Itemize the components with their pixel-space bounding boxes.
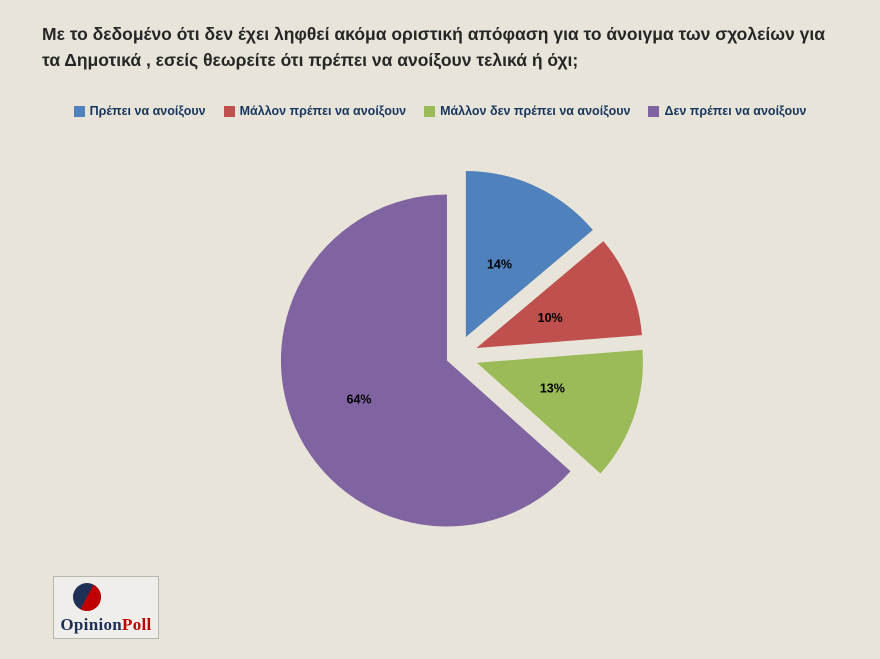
legend-item-2: Μάλλον δεν πρέπει να ανοίξουν: [424, 104, 630, 118]
legend-label: Μάλλον δεν πρέπει να ανοίξουν: [440, 104, 631, 118]
legend-label: Μάλλον πρέπει να ανοίξουν: [239, 104, 407, 118]
legend-label: Πρέπει να ανοίξουν: [89, 104, 206, 118]
pie-slice-value-label-2: 13%: [540, 381, 565, 395]
legend-item-1: Μάλλον πρέπει να ανοίξουν: [223, 104, 407, 118]
legend-swatch-icon: [73, 105, 85, 117]
legend-swatch-icon: [223, 105, 235, 117]
logo-text-opinion: Opinion: [60, 615, 123, 634]
legend-item-0: Πρέπει να ανοίξουν: [73, 104, 206, 118]
chart-question-title: Με το δεδομένο ότι δεν έχει ληφθεί ακόμα…: [42, 24, 825, 71]
legend-swatch-icon: [424, 105, 436, 117]
logo-globe-icon: [73, 583, 101, 611]
logo-text: OpinionPoll: [54, 615, 158, 635]
pie-slice-3: [280, 194, 571, 527]
opinionpoll-logo: OpinionPoll: [53, 576, 159, 639]
legend-swatch-icon: [648, 105, 660, 117]
legend-label: Δεν πρέπει να ανοίξουν: [664, 104, 807, 118]
pie-slice-1: [476, 241, 642, 349]
pie-slice-value-label-3: 64%: [347, 393, 372, 407]
pie-slice-value-label-1: 10%: [538, 311, 563, 325]
legend: Πρέπει να ανοίξουν Μάλλον πρέπει να ανοίξ…: [0, 104, 880, 118]
pie-slice-2: [476, 349, 643, 474]
pie-slice-value-label-0: 14%: [487, 258, 512, 272]
logo-text-poll: Poll: [122, 615, 152, 634]
pie-slice-0: [465, 170, 593, 337]
legend-item-3: Δεν πρέπει να ανοίξουν: [648, 104, 806, 118]
